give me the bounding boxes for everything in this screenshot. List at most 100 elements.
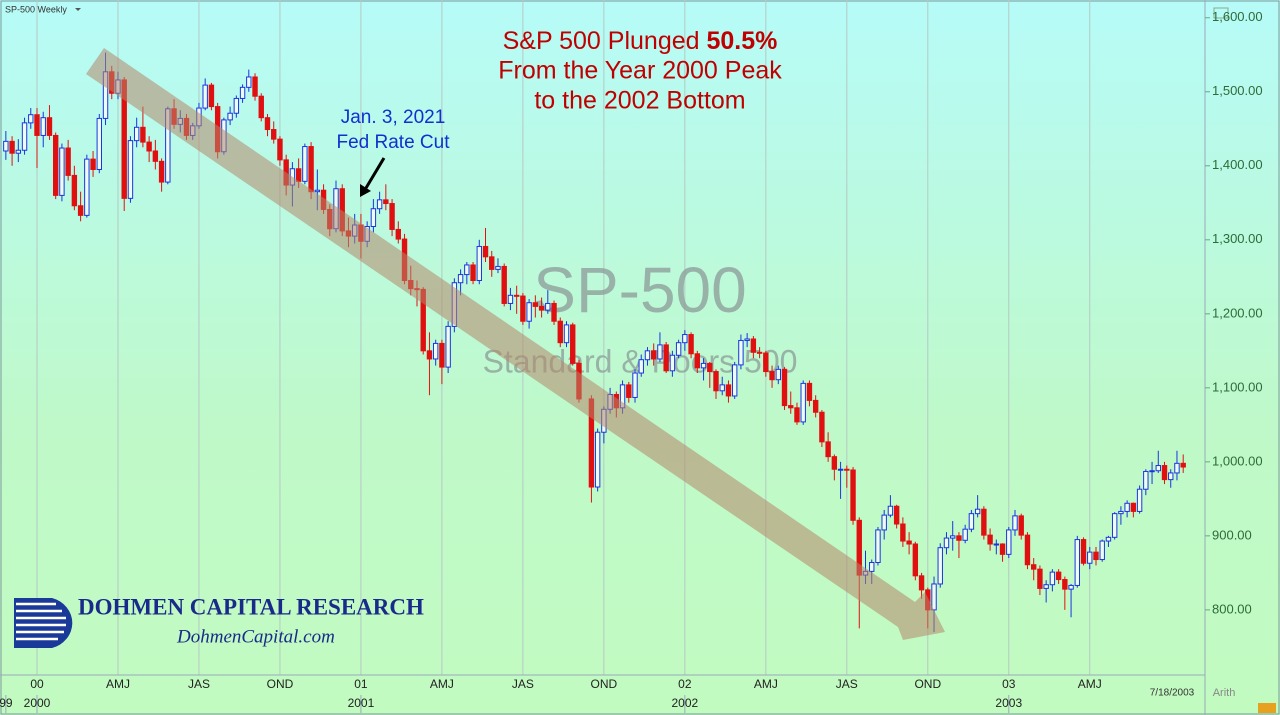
candle-body — [376, 199, 383, 210]
candle-body — [912, 543, 919, 577]
brand-url[interactable]: DohmenCapital.com — [176, 626, 335, 647]
candle-body — [1018, 515, 1024, 536]
candle-body — [476, 245, 482, 282]
candle-body — [1074, 539, 1080, 586]
candles — [3, 52, 1186, 633]
watermark-title: SP-500 — [533, 254, 746, 326]
background-layer — [36, 0, 1091, 675]
candle-body — [943, 537, 950, 549]
candle-body — [781, 368, 788, 407]
y-tick-label: 1,400.00 — [1212, 157, 1263, 172]
candle-body — [750, 338, 757, 353]
candle-body — [314, 189, 321, 193]
y-tick-label: 900.00 — [1212, 527, 1252, 542]
candle-body — [1087, 551, 1093, 564]
candle-body — [769, 371, 775, 381]
x-tick-label: 02 — [678, 677, 692, 691]
candle-body — [1030, 564, 1037, 570]
candle-body — [1149, 470, 1155, 473]
candle-body — [277, 138, 283, 161]
dropdown-caret[interactable] — [75, 8, 81, 11]
candle-body — [545, 302, 551, 311]
candle-body — [837, 468, 844, 471]
candle-body — [626, 384, 632, 398]
chart-title[interactable]: SP-500 Weekly — [5, 4, 67, 14]
candle-body — [513, 294, 520, 297]
candle-body — [956, 535, 962, 541]
x-tick-label: 01 — [354, 677, 368, 691]
candle-body — [570, 324, 576, 364]
x-tick-label: AMJ — [430, 677, 454, 691]
x-tick-label: JAS — [512, 677, 534, 691]
candle-body — [638, 359, 644, 374]
candle-body — [644, 350, 651, 361]
candle-body — [744, 338, 750, 341]
candle-body — [482, 245, 489, 258]
x-tick-label: 03 — [1002, 677, 1016, 691]
candle-body — [208, 84, 215, 108]
candle-body — [271, 129, 277, 140]
candle-body — [825, 441, 831, 458]
candle-body — [1174, 462, 1180, 474]
scale-label: Arith — [1213, 687, 1236, 699]
year-tick-label: 2001 — [348, 696, 375, 710]
candle-body — [264, 117, 271, 131]
candle-body — [663, 344, 669, 372]
logo-stripes — [16, 602, 66, 641]
candle-body — [15, 149, 22, 154]
trend-arrow — [86, 48, 945, 640]
year-tick-label: 2003 — [995, 696, 1022, 710]
candle-body — [3, 140, 9, 152]
candle-body — [869, 562, 875, 572]
candle-body — [563, 324, 570, 344]
year-tick-label: 2002 — [672, 696, 699, 710]
candle-body — [812, 399, 819, 413]
candle-body — [158, 160, 165, 183]
candle-body — [850, 469, 856, 521]
candle-body — [445, 325, 451, 368]
candle-body — [470, 264, 476, 282]
year-tick-label: 2000 — [24, 696, 51, 710]
candle-body — [713, 371, 719, 392]
candle-body — [1124, 502, 1130, 512]
candle-body — [426, 350, 433, 360]
candle-body — [202, 84, 208, 109]
callout-arrow — [364, 157, 386, 189]
candle-body — [308, 146, 314, 193]
candle-body — [950, 535, 956, 539]
candle-body — [819, 411, 825, 443]
candle-body — [52, 134, 59, 196]
candle-body — [918, 575, 925, 591]
x-tick-label: AMJ — [1078, 677, 1102, 691]
scroll-button[interactable] — [1258, 703, 1276, 713]
candle-body — [707, 362, 713, 373]
candle-body — [239, 86, 246, 99]
candle-body — [1043, 584, 1049, 589]
candle-body — [34, 114, 40, 136]
candle-body — [738, 339, 744, 366]
headline-line: From the Year 2000 Peak — [498, 57, 782, 85]
candle-body — [489, 256, 495, 270]
candle-body — [133, 126, 140, 142]
candle-body — [657, 344, 663, 360]
x-tick-label: AMJ — [754, 677, 778, 691]
y-tick-label: 1,100.00 — [1212, 379, 1263, 394]
candle-body — [987, 534, 993, 545]
candle-body — [532, 302, 539, 307]
candle-body — [1068, 584, 1074, 590]
candle-body — [731, 364, 738, 397]
candle-body — [725, 384, 732, 397]
candle-body — [756, 351, 763, 354]
candle-body — [538, 305, 545, 311]
candle-body — [9, 140, 15, 154]
candle-body — [84, 158, 90, 216]
candle-body — [1180, 462, 1186, 468]
y-tick-label: 1,300.00 — [1212, 231, 1263, 246]
x-tick-label: JAS — [188, 677, 210, 691]
candle-body — [389, 203, 395, 230]
candle-body — [1055, 571, 1062, 581]
axis-icon[interactable] — [1213, 7, 1229, 19]
headline-line: to the 2002 Bottom — [534, 87, 745, 115]
candle-body — [1093, 551, 1099, 561]
